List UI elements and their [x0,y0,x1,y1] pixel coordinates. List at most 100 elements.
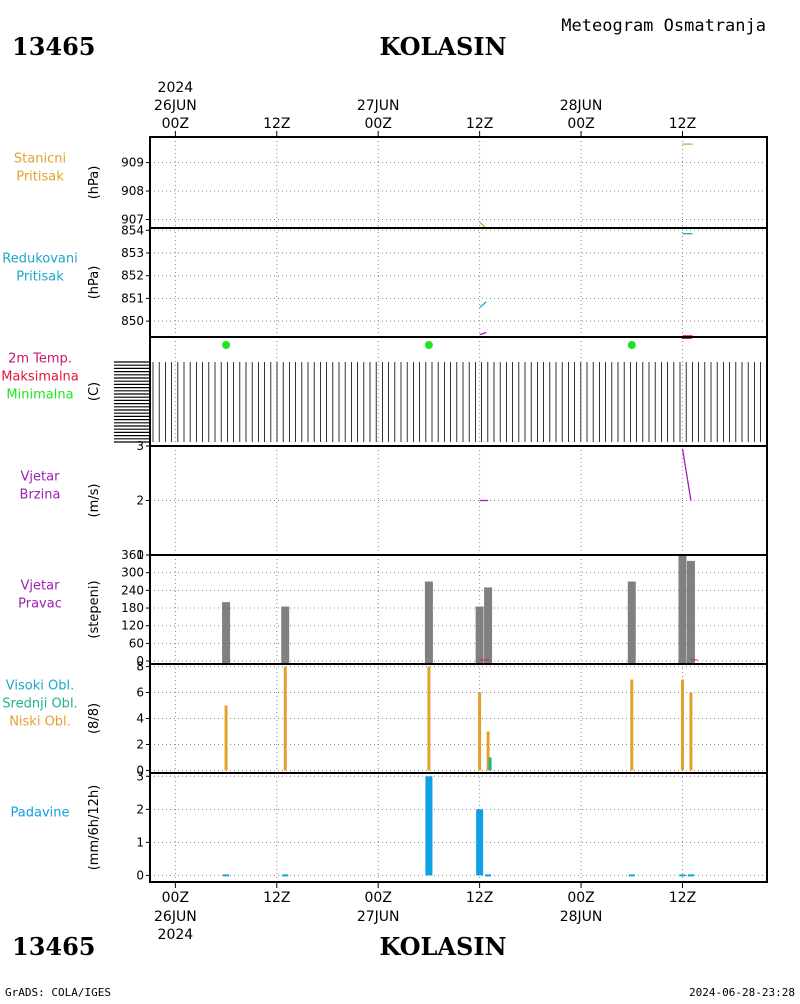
xtick-hour-label: 00Z [162,890,189,906]
product-title: Meteogram Osmatranja [561,16,766,36]
cloud-bar [427,666,431,771]
panel-label: Niski Obl. [9,715,71,730]
panel-frame [149,136,768,229]
xtick-hour-label: 12Z [669,890,696,906]
ylabel: (m/s) [87,484,102,518]
xtick-hour-label: 12Z [263,116,290,132]
ytick-label: 907 [121,212,144,226]
ytick-label: 854 [121,223,144,237]
xtick-hour-label: 12Z [466,890,493,906]
xtick-hour-label: 00Z [567,890,594,906]
ytick-label: 1 [136,548,144,562]
ytick-label: 851 [121,291,144,305]
ytick-label: 2 [136,494,144,508]
precip-bar [476,809,484,876]
panel-label: Srednji Obl. [2,697,77,712]
series-line [479,331,487,336]
ylabel: (mm/6h/12h) [87,785,102,871]
panel-frame [149,554,768,665]
temp-min-point [222,341,231,349]
station-name-bottom: KOLASIN [379,932,506,961]
cloud-bar [680,679,684,771]
ytick-label: 2 [136,802,144,816]
panel-label: Pritisak [16,270,64,285]
xtick-date-label: 28JUN [560,98,603,114]
xtick-date-label: 27JUN [357,98,400,114]
ylabel: (C) [87,382,102,401]
wind-dir-bar [222,602,231,665]
ylabel: (hPa) [87,266,102,300]
ytick-label: 6 [136,686,144,700]
wind-dir-bar [424,581,433,665]
xtick-hour-label: 00Z [567,116,594,132]
wind-dir-bar [484,587,493,665]
wind-dir-bar [678,555,687,665]
wind-dir-bar [686,560,695,665]
cloud-bar [630,679,634,771]
panel-label: Padavine [11,806,70,821]
panel-wind_direction: 0 60 120 180 240 300 360 (stepeni) Vjetar Pravac [18,548,768,668]
wind-dir-bar [475,606,484,665]
panel-label: Pritisak [16,170,64,185]
cloud-bar [283,666,287,771]
panel-clouds: 0 2 4 6 8 (8/8) Visoki Obl. Srednji Obl. Niski O… [2,660,768,777]
precip-bar [628,874,635,877]
xtick-date-label: 26JUN [154,98,197,114]
ytick-label: 0 [136,763,144,777]
wind-dir-bar [281,606,290,665]
panel-label: Vjetar [21,579,61,594]
xtick-date-label: 28JUN [560,909,603,925]
cloud-bar [486,731,490,771]
panel-precipitation: 0 1 2 3 (mm/6h/12h) Padavine [11,769,768,883]
wind-dir-bar [627,581,636,665]
xtick-hour-label: 00Z [162,116,189,132]
temp-min-point [424,341,433,349]
ylabel: (stepeni) [87,580,102,638]
ytick-label: 240 [121,583,144,597]
ytick-label: 3 [136,439,144,453]
ytick-label: 360 [121,548,144,562]
ytick-label: 300 [121,566,144,580]
xtick-hour-label: 12Z [263,890,290,906]
xtick-date-label: 27JUN [357,909,400,925]
render-timestamp: 2024-06-28-23:28 [689,986,795,999]
ytick-label: 60 [129,636,144,650]
ytick-label: 909 [121,156,144,170]
panel-label: Stanicni [14,152,66,167]
ylabel: (8/8) [87,703,102,734]
panel-reduced_pressure: 850 851 852 853 854 (hPa) Redukovani Pritisak [2,223,768,338]
ytick-label: 4 [136,712,144,726]
panel-frame [149,336,768,447]
panel-label: 2m Temp. [8,352,72,367]
panel-label: Minimalna [6,388,73,403]
panel-label: Visoki Obl. [6,679,74,694]
temp-min-point [627,341,636,349]
ytick-label: 850 [121,314,144,328]
ytick-label: 0 [136,654,144,668]
panel-label: Brzina [20,488,61,503]
ytick-label: 852 [121,269,144,283]
panel-label: Redukovani [2,252,77,267]
xtick-date-label: 26JUN [154,909,197,925]
panel-wind_speed: 1 2 3 (m/s) Vjetar Brzina [20,439,768,562]
ytick-label: 180 [121,601,144,615]
xtick-hour-label: 00Z [365,116,392,132]
station-id-top: 13465 [12,32,96,61]
cloud-bar [224,705,228,771]
ytick-label: 1 [136,835,144,849]
cloud-bar [488,757,492,771]
time-axis-bottom: 00Z 26JUN 2024 12Z 00Z 27JUN 12Z 00Z 28JUN 12Z [154,882,696,943]
series-line [681,448,692,501]
panel-station_pressure: 907 908 909 (hPa) Stanicni Pritisak [14,136,768,229]
panel-label: Maksimalna [1,370,79,385]
ytick-label: 0 [136,868,144,882]
xtick-hour-label: 12Z [466,116,493,132]
series-line [479,221,486,228]
cloud-bar [478,692,482,771]
cloud-bar [689,692,693,771]
xtick-hour-label: 12Z [669,116,696,132]
ytick-label: 908 [121,184,144,198]
panel-label: Pravac [18,597,62,612]
precip-bar [687,874,694,877]
